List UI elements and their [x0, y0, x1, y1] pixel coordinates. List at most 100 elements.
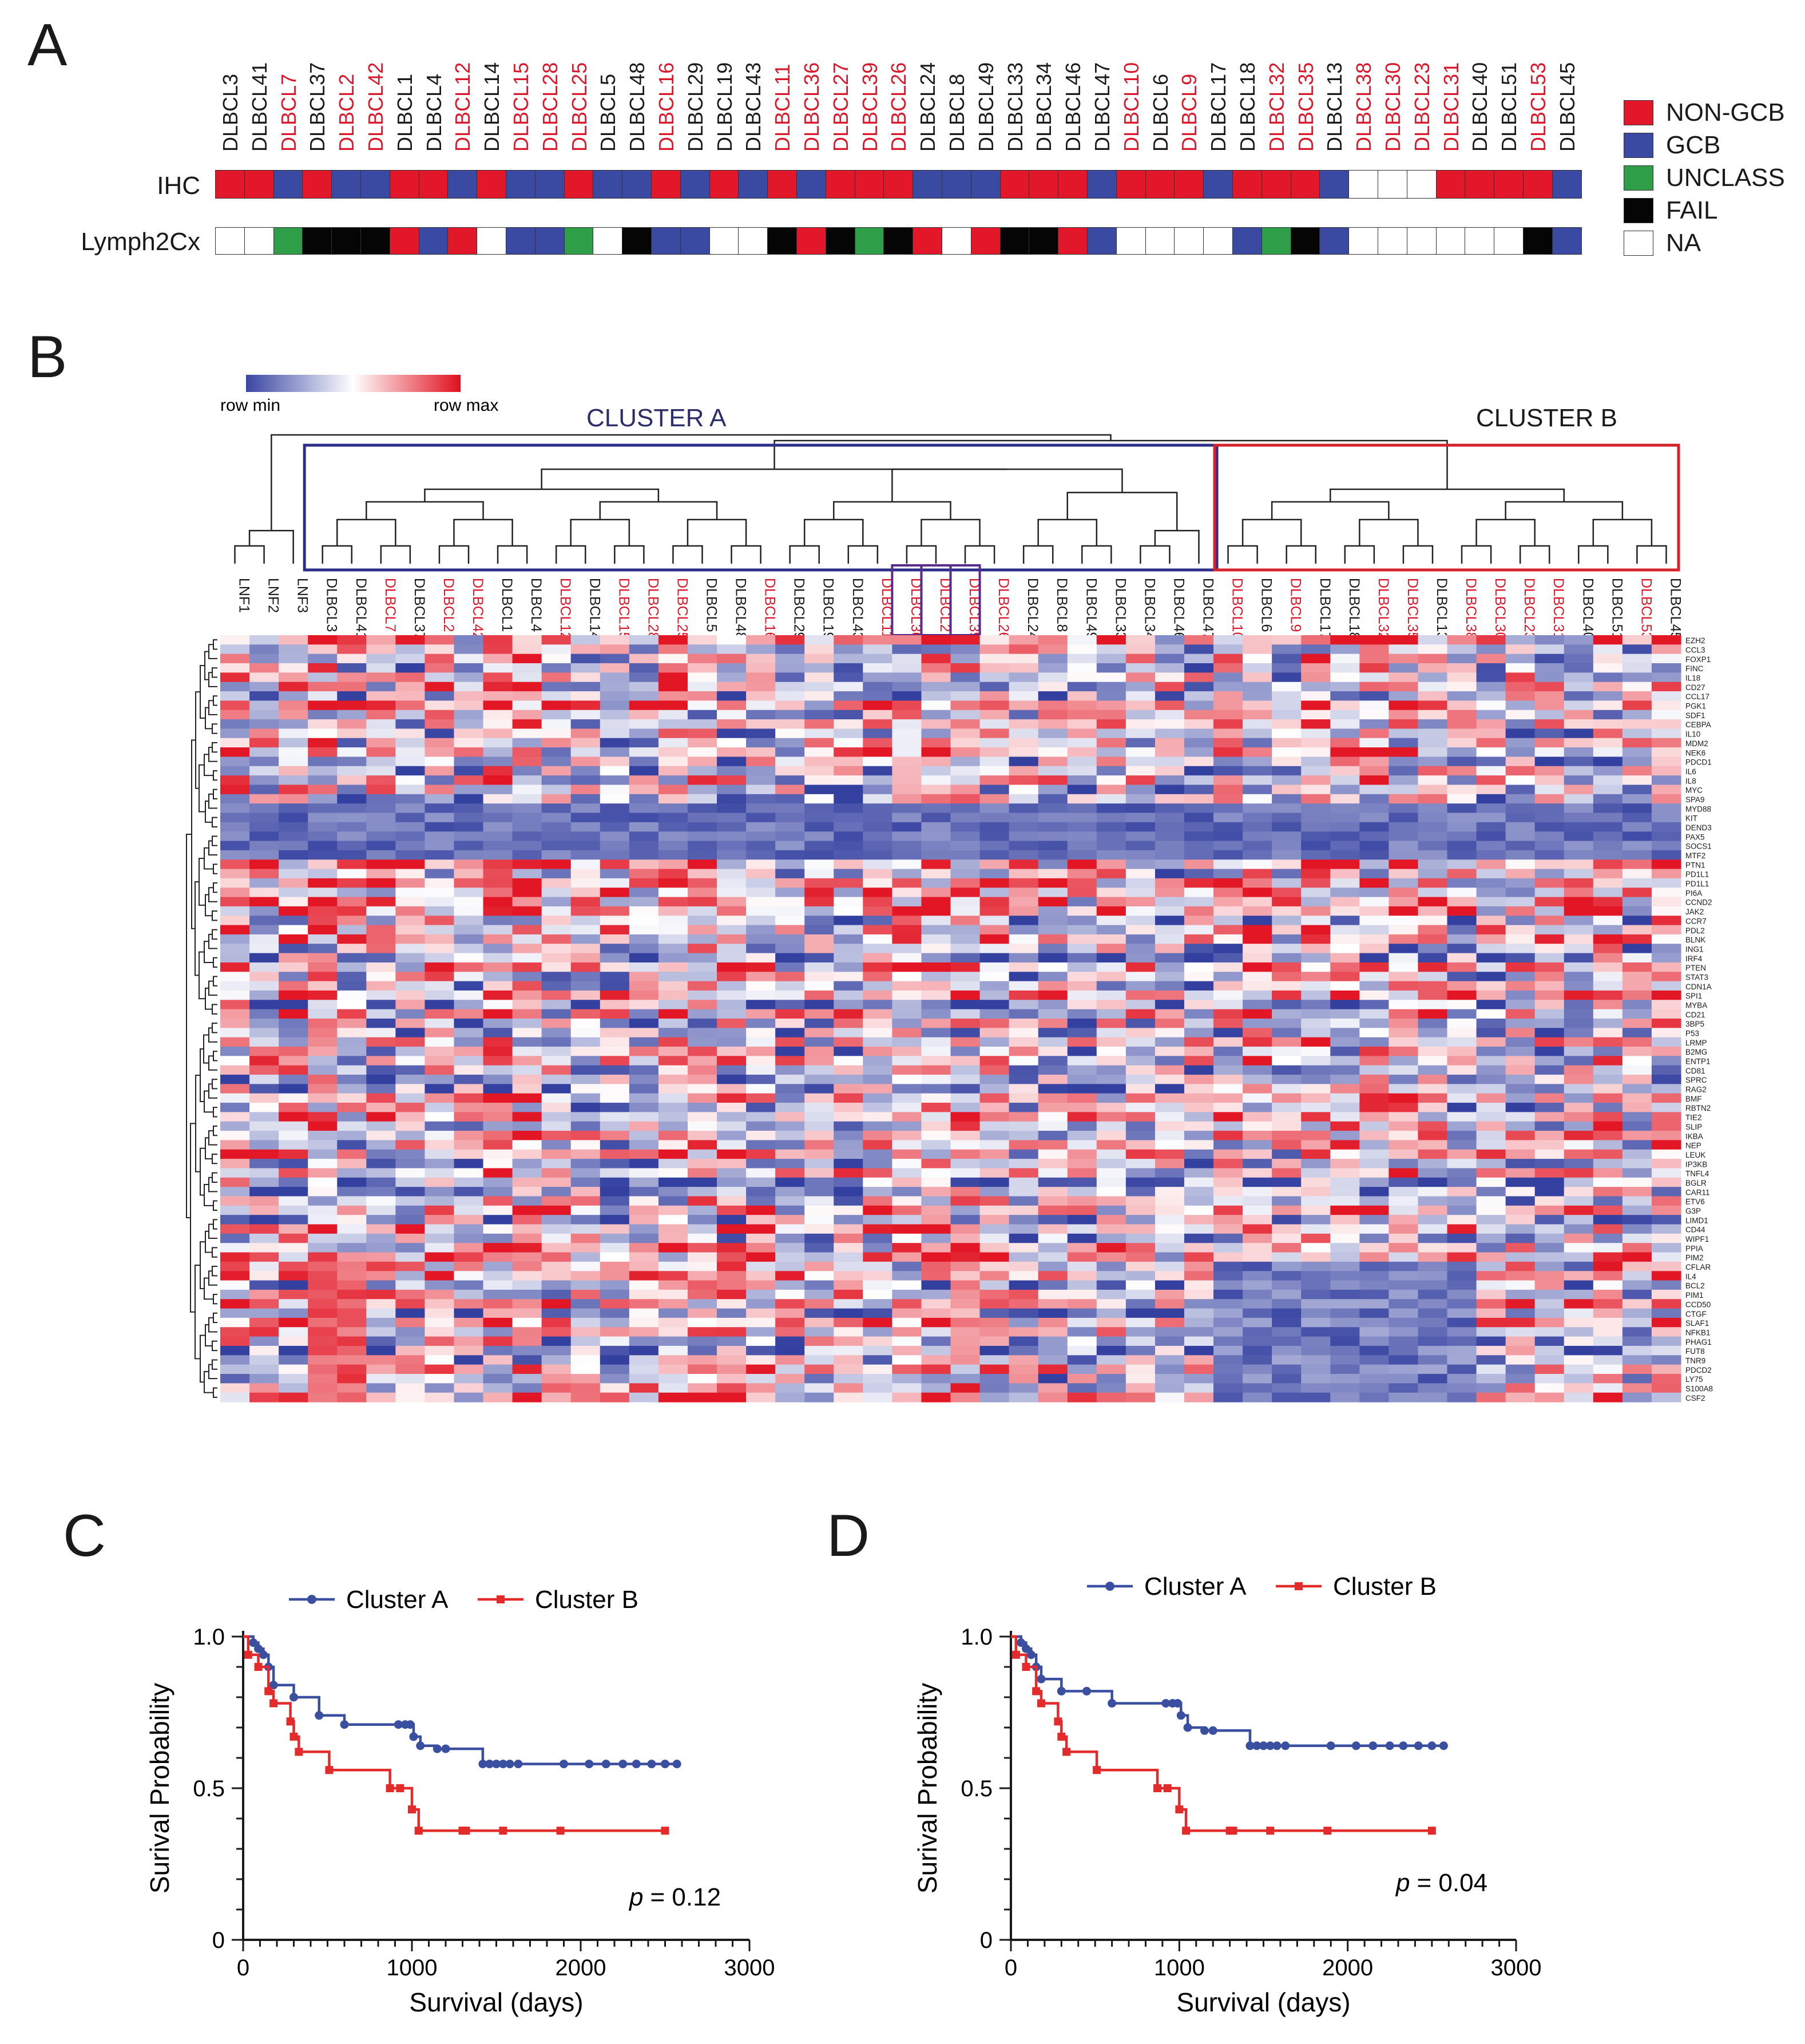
gene-row-label: CCL17 — [1685, 692, 1709, 701]
censor-marker — [618, 1760, 628, 1769]
gene-row-label: TIE2 — [1685, 1114, 1702, 1122]
gene-row-label: SOCS1 — [1685, 842, 1712, 851]
censor-marker — [386, 1784, 394, 1792]
gene-row-label: SPI1 — [1685, 992, 1702, 1000]
censor-marker — [1161, 1699, 1171, 1708]
heatmap-column-label: DLBCL33 — [1112, 578, 1128, 640]
lymph2cx-cell — [796, 227, 826, 255]
heatmap-column-label: DLBCL51 — [1609, 578, 1625, 640]
gene-row-label: PIM2 — [1685, 1254, 1704, 1262]
gene-row-label: WIPF1 — [1685, 1235, 1709, 1243]
censor-marker — [244, 1650, 252, 1659]
column-dendrogram — [234, 434, 1667, 564]
gene-row-label: CD21 — [1685, 1011, 1705, 1019]
x-tick-label: 2000 — [556, 1955, 606, 1980]
censor-marker — [492, 1760, 501, 1769]
heatmap-column-label: DLBCL32 — [1375, 578, 1391, 640]
gene-row-label: MYC — [1685, 786, 1703, 795]
lymph2cx-cell — [1116, 227, 1146, 255]
censor-marker — [396, 1784, 404, 1792]
heatmap-column-label: DLBCL43 — [850, 578, 866, 640]
censor-marker — [1037, 1674, 1046, 1683]
heatmap-column-label: DLBCL6 — [1259, 578, 1275, 632]
heatmap-column-label: DLBCL48 — [733, 578, 749, 640]
lymph2cx-cell — [564, 227, 594, 255]
legend-label: FAIL — [1666, 196, 1718, 224]
gene-row-label: IP3KB — [1685, 1160, 1707, 1168]
censor-marker — [1032, 1687, 1041, 1696]
heatmap-column-label: DLBCL17 — [1317, 578, 1333, 640]
gene-row-label: P53 — [1685, 1029, 1699, 1038]
panel-label-a: A — [27, 12, 68, 78]
legend-swatch — [1624, 165, 1653, 191]
legend-cluster-b: Cluster B — [478, 1586, 638, 1614]
gene-row-label: PI6A — [1685, 889, 1702, 897]
legend-label: UNCLASS — [1666, 164, 1785, 192]
p-value: p = 0.12 — [628, 1883, 721, 1911]
censor-marker — [295, 1748, 303, 1756]
lymph2cx-cell — [273, 227, 303, 255]
gene-row-label: PD1L1 — [1685, 880, 1709, 888]
ihc-cell — [1523, 170, 1553, 199]
gene-row-label: CD81 — [1685, 1067, 1705, 1075]
censor-marker — [409, 1732, 418, 1741]
gene-row-label: PAX5 — [1685, 833, 1705, 841]
heatmap-column-label: DLBCL41 — [353, 578, 369, 640]
censor-marker — [661, 1827, 669, 1835]
heatmap-column-label: DLBCL10 — [1229, 578, 1245, 640]
censor-marker — [289, 1693, 298, 1702]
censor-marker — [259, 1650, 268, 1659]
censor-marker — [1021, 1644, 1030, 1653]
censor-marker — [1022, 1663, 1030, 1671]
cluster-b-box — [1213, 443, 1680, 572]
censor-marker — [601, 1760, 610, 1769]
x-axis-label: Survival (days) — [1176, 1987, 1350, 2017]
censor-marker — [1057, 1732, 1066, 1741]
ihc-cell — [1406, 170, 1437, 199]
censor-marker — [286, 1717, 295, 1726]
survival-step-line — [243, 1635, 677, 1765]
lymph2cx-cell — [244, 227, 274, 255]
gene-row-label: CFLAR — [1685, 1263, 1711, 1271]
heatmap-column-label: DLBCL2 — [441, 578, 457, 632]
gene-row-label: CCND2 — [1685, 898, 1712, 907]
lymph2cx-cell — [854, 227, 884, 255]
gene-row-label: PDCD2 — [1685, 1366, 1712, 1374]
censor-marker — [505, 1760, 514, 1769]
ihc-cell — [1116, 170, 1146, 199]
scale-max-label: row max — [434, 396, 498, 415]
ihc-cell — [1145, 170, 1175, 199]
ihc-row-label: IHC — [157, 172, 200, 200]
cluster-a-box — [303, 443, 1219, 572]
heatmap-column-label: DLBCL45 — [1667, 578, 1683, 640]
lymph2cx-cell — [1465, 227, 1495, 255]
censor-marker — [1351, 1741, 1360, 1750]
heatmap-column-label: DLBCL15 — [616, 578, 632, 640]
x-tick-label: 1000 — [387, 1955, 438, 1980]
censor-marker — [1176, 1711, 1185, 1720]
ihc-cell — [1029, 170, 1059, 199]
survival-step-line — [1011, 1635, 1432, 1832]
heatmap-column-label: DLBCL31 — [1550, 578, 1566, 640]
gene-row-label: FINC — [1685, 664, 1704, 673]
gene-row-label: IL4 — [1685, 1272, 1696, 1281]
ihc-cell — [1290, 170, 1320, 199]
series-cluster-a — [1011, 1635, 1448, 1750]
gene-row-label: LIMD1 — [1685, 1216, 1708, 1225]
gene-row-label: SDF1 — [1685, 711, 1705, 720]
km-plot-c: 0 1000 2000 3000 0 0.5 1.0 Survival (days) Suriv… — [145, 1586, 775, 2017]
censor-marker — [632, 1760, 641, 1769]
heatmap-column-label: LNF2 — [265, 578, 281, 613]
lymph2cx-cell — [1174, 227, 1204, 255]
censor-marker — [394, 1720, 403, 1729]
gene-row-label: FOXP1 — [1685, 655, 1711, 664]
ihc-cell — [796, 170, 826, 199]
gene-row-label: NEK6 — [1685, 748, 1705, 757]
heatmap-column-label: DLBCL1 — [499, 578, 515, 632]
ihc-cell — [1203, 170, 1233, 199]
legend-label: Cluster B — [1333, 1572, 1437, 1601]
gene-row-label: MYBA — [1685, 1001, 1707, 1009]
censor-marker — [1182, 1827, 1191, 1835]
ihc-cell — [418, 170, 449, 199]
heatmap-column-label: DLBCL29 — [791, 578, 807, 640]
